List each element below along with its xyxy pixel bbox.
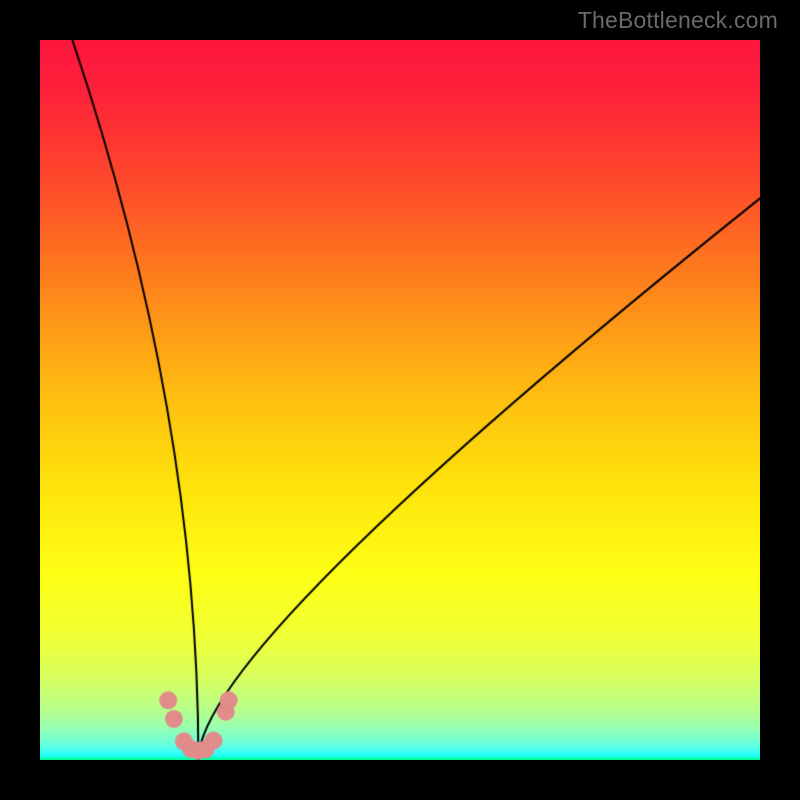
chart-root: TheBottleneck.com — [0, 0, 800, 800]
chart-frame — [20, 20, 780, 780]
watermark-label: TheBottleneck.com — [578, 7, 778, 34]
